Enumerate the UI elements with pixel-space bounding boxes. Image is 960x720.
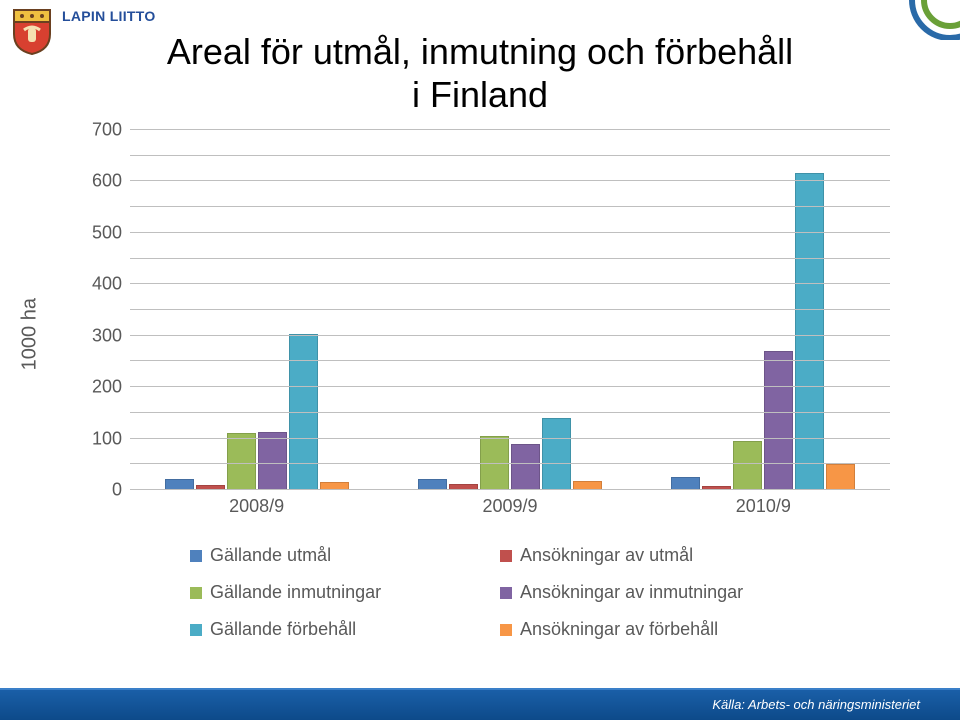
- x-tick-label: 2008/9: [229, 496, 284, 517]
- legend-label: Ansökningar av utmål: [520, 545, 693, 566]
- gridline: [130, 360, 890, 361]
- gridline: [130, 386, 890, 387]
- title-line-1: Areal för utmål, inmutning och förbehåll: [167, 31, 793, 72]
- legend-label: Gällande inmutningar: [210, 582, 381, 603]
- bar-group: [383, 130, 636, 490]
- gridline: [130, 309, 890, 310]
- bar: [764, 351, 793, 490]
- legend-label: Ansökningar av inmutningar: [520, 582, 743, 603]
- bar-group: [637, 130, 890, 490]
- bars-layer: [130, 130, 890, 490]
- legend-item: Gällande utmål: [190, 545, 500, 566]
- plot-area: 0100200300400500600700: [130, 130, 890, 490]
- bar: [795, 173, 824, 490]
- legend-item: Gällande förbehåll: [190, 619, 500, 640]
- legend-label: Gällande utmål: [210, 545, 331, 566]
- gridline: [130, 206, 890, 207]
- y-tick-label: 500: [80, 222, 122, 243]
- gridline: [130, 129, 890, 130]
- chart-container: 1000 ha 0100200300400500600700 Gällande …: [60, 130, 900, 660]
- legend-swatch: [190, 550, 202, 562]
- legend-item: Ansökningar av utmål: [500, 545, 810, 566]
- chart-title: Areal för utmål, inmutning och förbehåll…: [0, 30, 960, 116]
- bar-group: [130, 130, 383, 490]
- bar: [733, 441, 762, 490]
- gridline: [130, 438, 890, 439]
- legend-swatch: [190, 624, 202, 636]
- y-tick-label: 200: [80, 377, 122, 398]
- bar: [258, 432, 287, 490]
- bar: [542, 418, 571, 490]
- gridline: [130, 335, 890, 336]
- y-tick-label: 100: [80, 428, 122, 449]
- gridline: [130, 283, 890, 284]
- legend-label: Gällande förbehåll: [210, 619, 356, 640]
- y-tick-label: 600: [80, 171, 122, 192]
- bar: [826, 464, 855, 490]
- chart-legend: Gällande utmål Ansökningar av utmål Gällan…: [190, 545, 810, 656]
- y-tick-label: 700: [80, 120, 122, 141]
- brand-text: LAPIN LIITTO: [62, 8, 156, 24]
- gridline: [130, 258, 890, 259]
- gridline: [130, 232, 890, 233]
- x-tick-label: 2009/9: [482, 496, 537, 517]
- gridline: [130, 180, 890, 181]
- gridline: [130, 412, 890, 413]
- legend-label: Ansökningar av förbehåll: [520, 619, 718, 640]
- gridline: [130, 489, 890, 490]
- y-tick-label: 400: [80, 274, 122, 295]
- gridline: [130, 463, 890, 464]
- legend-swatch: [500, 550, 512, 562]
- legend-item: Gällande inmutningar: [190, 582, 500, 603]
- legend-item: Ansökningar av inmutningar: [500, 582, 810, 603]
- legend-swatch: [190, 587, 202, 599]
- bar: [511, 444, 540, 490]
- legend-swatch: [500, 624, 512, 636]
- y-tick-label: 300: [80, 325, 122, 346]
- legend-item: Ansökningar av förbehåll: [500, 619, 810, 640]
- title-line-2: i Finland: [412, 74, 548, 115]
- y-axis-label: 1000 ha: [19, 298, 42, 370]
- gridline: [130, 155, 890, 156]
- x-tick-label: 2010/9: [736, 496, 791, 517]
- bar: [227, 433, 256, 490]
- legend-swatch: [500, 587, 512, 599]
- footer-source: Källa: Arbets- och näringsministeriet: [712, 697, 920, 712]
- y-tick-label: 0: [80, 480, 122, 501]
